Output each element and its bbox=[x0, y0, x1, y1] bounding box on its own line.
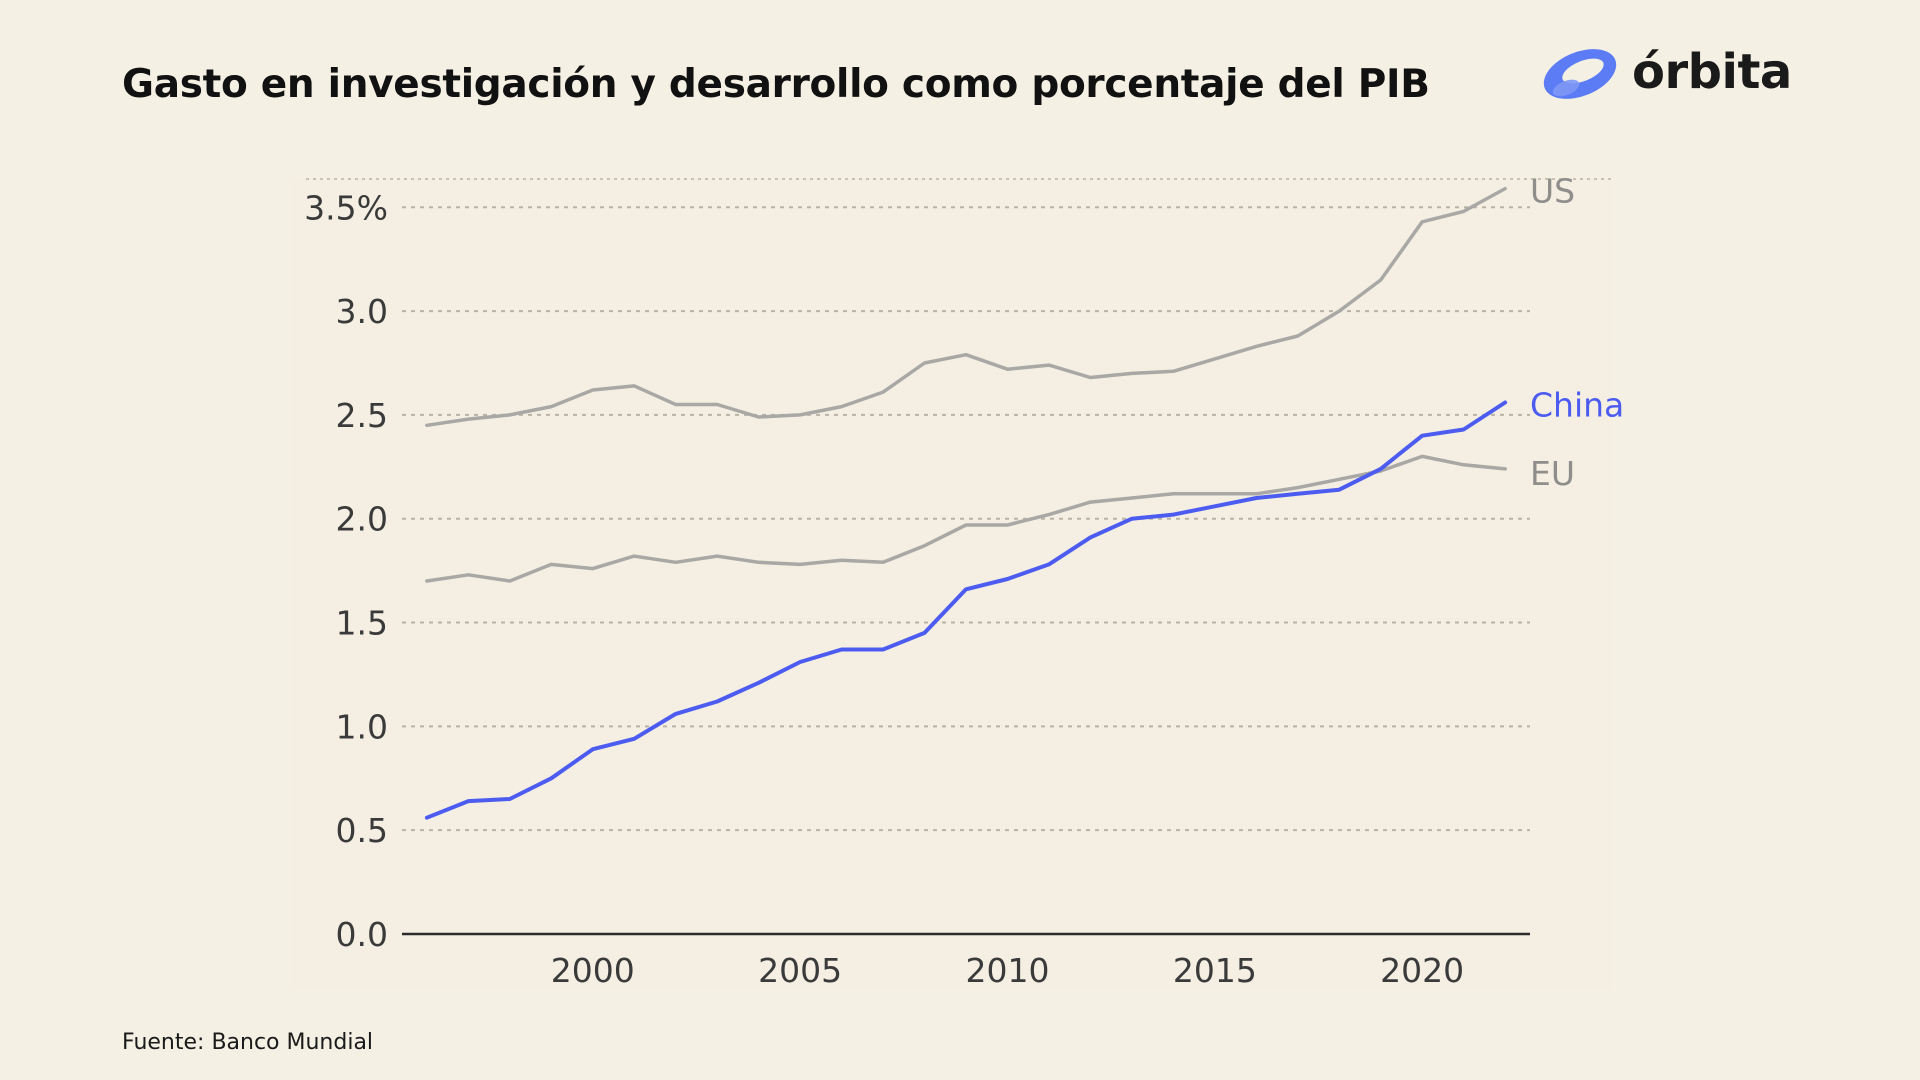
y-tick-labels: 0.0 0.5 1.0 1.5 2.0 2.5 3.0 3.5% bbox=[304, 188, 388, 954]
series-line-eu bbox=[425, 454, 1507, 583]
y-tick-label: 1.0 bbox=[336, 707, 388, 746]
y-tick-label: 0.5 bbox=[336, 811, 388, 850]
y-tick-label: 1.5 bbox=[336, 604, 388, 643]
x-tick-label: 2000 bbox=[551, 951, 635, 990]
y-tick-label: 2.0 bbox=[336, 500, 388, 539]
x-tick-label: 2020 bbox=[1380, 951, 1464, 990]
brand-name: órbita bbox=[1632, 44, 1792, 100]
brand[interactable]: órbita bbox=[1536, 40, 1796, 110]
x-tick-label: 2010 bbox=[965, 951, 1049, 990]
y-tick-label: 3.0 bbox=[336, 292, 388, 331]
y-tick-label: 2.5 bbox=[336, 396, 388, 435]
y-tick-label: 0.0 bbox=[336, 915, 388, 954]
x-tick-labels: 2000 2005 2010 2015 2020 bbox=[551, 951, 1464, 990]
x-tick-label: 2005 bbox=[758, 951, 842, 990]
series-label-china: China bbox=[1530, 385, 1624, 424]
series-line-us bbox=[425, 186, 1507, 428]
source-note: Fuente: Banco Mundial bbox=[122, 1030, 374, 1055]
series-labels: US China EU bbox=[1530, 172, 1624, 493]
series-line-china bbox=[424, 400, 1508, 820]
page-title: Gasto en investigación y desarrollo como… bbox=[122, 62, 1430, 107]
x-tick-label: 2015 bbox=[1173, 951, 1257, 990]
series-lines bbox=[424, 186, 1508, 820]
orbit-logo-icon bbox=[1543, 49, 1617, 99]
y-tick-label: 3.5% bbox=[304, 188, 388, 227]
plot-background bbox=[290, 178, 1612, 990]
series-label-eu: EU bbox=[1530, 454, 1575, 493]
series-label-us: US bbox=[1530, 172, 1575, 211]
